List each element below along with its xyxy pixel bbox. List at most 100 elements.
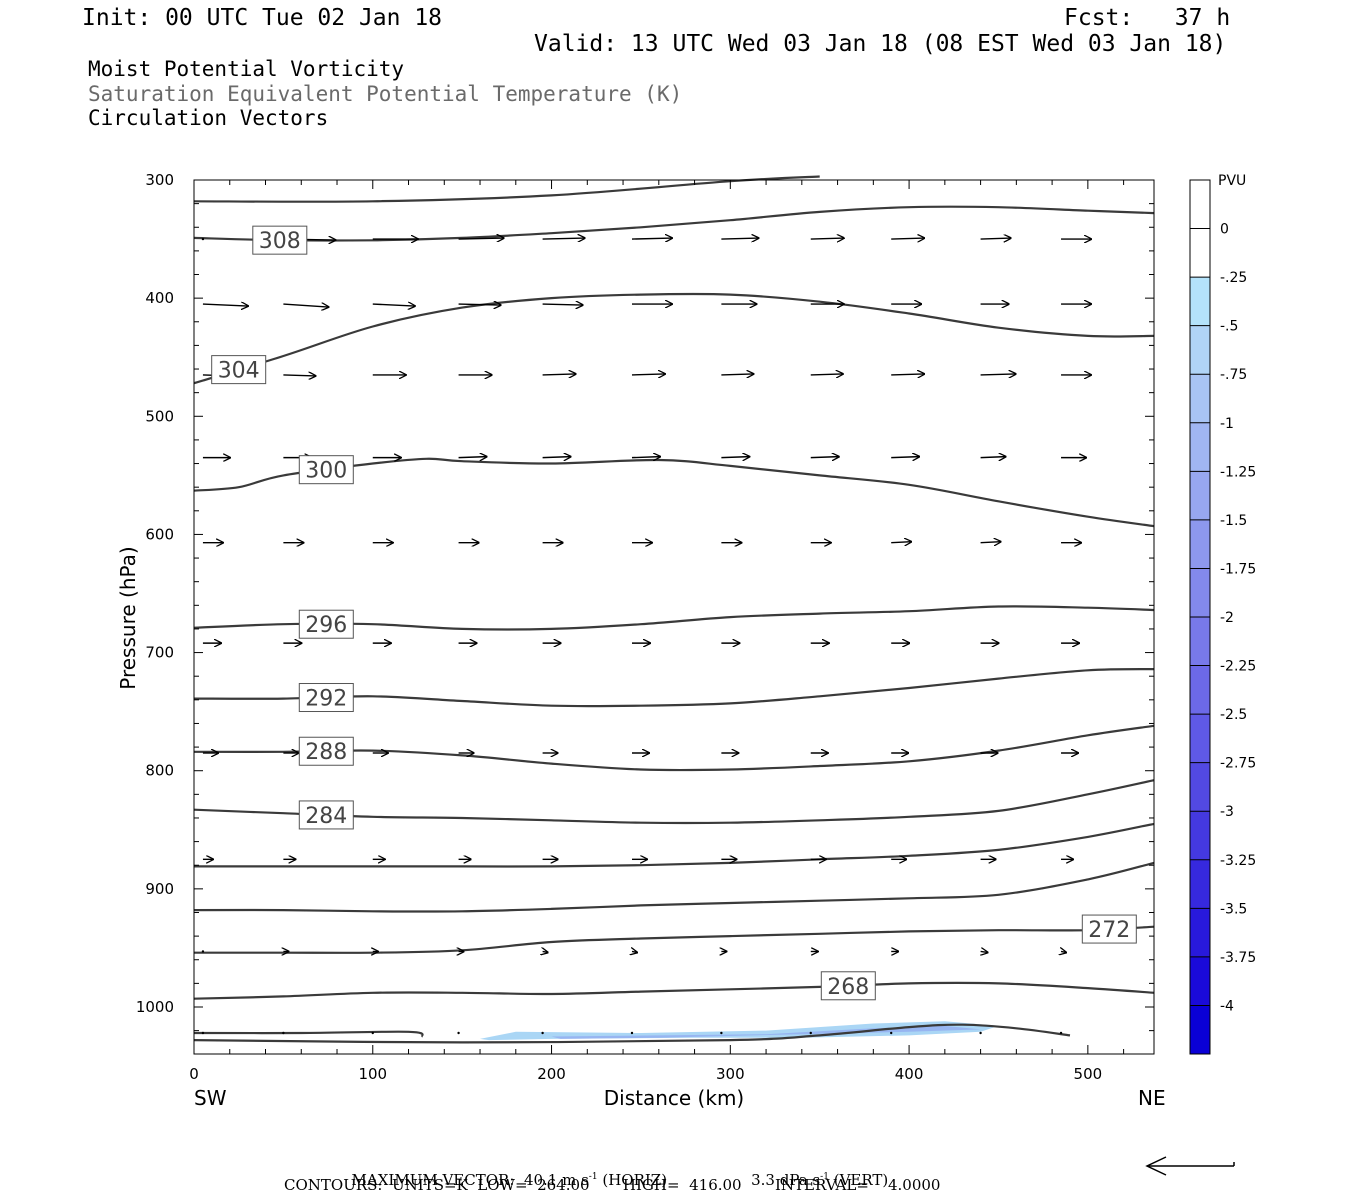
contour-292: [193, 668, 1155, 708]
mpv-core-area: [551, 1025, 981, 1039]
vector-arrow: [371, 1031, 374, 1035]
colorbar-bin: [1190, 519, 1210, 569]
field-title-theta-es: Saturation Equivalent Potential Temperat…: [88, 82, 683, 106]
vector-arrow: [980, 542, 1001, 543]
colorbar-label: -1.75: [1220, 561, 1256, 577]
mpv-shading: [480, 1021, 999, 1041]
colorbar-bin: [1190, 277, 1210, 327]
forecast-hour: Fcst: 37 h: [1064, 5, 1231, 31]
vector-arrow: [201, 950, 205, 953]
vector-arrow: [1059, 1031, 1063, 1035]
colorbar-bin: [1190, 568, 1210, 618]
horiz-exponent: -1: [588, 1172, 598, 1182]
vector-arrow: [283, 375, 315, 376]
colorbar-frame: [1189, 179, 1211, 1055]
colorbar-label: -1.5: [1220, 513, 1247, 529]
vector-arrow: [721, 457, 749, 458]
vector-arrow: [720, 1031, 723, 1035]
colorbar-label: -.5: [1220, 319, 1238, 335]
sw-label: SW: [194, 1086, 227, 1110]
contour-labels: 308 304 300 296 292 288 284 272 268: [211, 225, 1137, 1001]
contour-label-box: [298, 683, 354, 713]
axis-ticks: 300 400 500 600 700 800 900 1000 0 100 200 300 400 50…: [136, 171, 1154, 1083]
contour-264: [193, 1023, 1071, 1044]
max-horiz: 40.1 m s: [523, 1171, 589, 1189]
contour-304: [193, 292, 1155, 385]
colorbar-bin: [1190, 228, 1210, 278]
vector-arrow: [810, 374, 843, 375]
x-tick-label: 500: [1074, 1065, 1103, 1083]
vert-tag: (VERT): [833, 1171, 889, 1189]
colorbar-label: -4: [1220, 998, 1234, 1014]
vector-arrow: [283, 304, 328, 307]
y-tick-label: 800: [145, 762, 174, 780]
colorbar-bin: [1190, 859, 1210, 909]
vector-arrow: [542, 238, 585, 239]
colorbar-label: -3.75: [1220, 950, 1256, 966]
max-vector-line: MAXIMUM VECTOR: 40.1 m s-1 (HORIZ) 3.3 dP…: [342, 1158, 889, 1189]
contour-label-box: [820, 971, 876, 1001]
vector-arrow: [980, 238, 1011, 239]
contour-296: [193, 605, 1155, 631]
y-tick-label: 600: [145, 525, 174, 543]
circulation-vectors: [201, 238, 1091, 1035]
colorbar-bin: [1190, 1005, 1210, 1055]
y-tick-label: 500: [145, 407, 174, 425]
y-tick-label: 1000: [136, 998, 174, 1016]
contour-label-box: [252, 225, 308, 255]
vector-arrow: [981, 951, 988, 952]
x-tick-label: 100: [358, 1065, 387, 1083]
colorbar-unit: PVU: [1218, 173, 1246, 189]
y-axis-title: Pressure (hPa): [116, 546, 140, 689]
vector-arrow: [542, 304, 583, 305]
colorbar-label: -.25: [1220, 270, 1247, 286]
vector-arrow: [891, 374, 924, 375]
vector-arrow: [890, 1031, 893, 1035]
vector-arrow: [631, 374, 665, 375]
colorbar-label: 0: [1220, 222, 1229, 238]
colorbar-bin: [1190, 374, 1210, 424]
colorbar-label: -3: [1220, 804, 1234, 820]
vector-arrow: [458, 238, 504, 239]
colorbar-label: -2.25: [1220, 659, 1256, 675]
contour-label-284: 284: [305, 804, 347, 829]
pvu-colorbar: 0 -.25 -.5 -.75 -1 -1.25 -1.5 -1.75 -2 -2.25 -2.5 -…: [1189, 179, 1256, 1055]
contour-308: [193, 205, 1155, 242]
contour-label-box: [1081, 914, 1137, 944]
colorbar-label: -2.75: [1220, 756, 1256, 772]
y-tick-label: 400: [145, 289, 174, 307]
contour-label-box: [298, 800, 354, 830]
mpv-negative-area: [480, 1021, 999, 1041]
y-tick-label: 300: [145, 171, 174, 189]
contour-label-308: 308: [259, 229, 301, 254]
contour-label-292: 292: [305, 687, 347, 712]
colorbar-label: -3.5: [1220, 901, 1247, 917]
y-tick-label: 700: [145, 644, 174, 662]
vector-arrow: [542, 457, 571, 458]
vector-arrow: [541, 1031, 544, 1035]
vector-arrow: [721, 238, 758, 239]
x-axis-title: Distance (km): [604, 1086, 744, 1110]
vert-exponent: -1: [820, 1172, 829, 1182]
x-tick-label: 200: [537, 1065, 566, 1083]
vector-arrow: [630, 1031, 634, 1035]
max-vector-label: MAXIMUM VECTOR:: [351, 1171, 515, 1189]
contour-284: [193, 779, 1155, 825]
colorbar-label: -3.25: [1220, 853, 1256, 869]
vector-arrow: [458, 304, 501, 305]
vector-arrow: [372, 304, 415, 306]
horiz-tag: (HORIZ): [602, 1171, 668, 1189]
vector-arrow: [721, 374, 753, 375]
contour-label-box: [298, 736, 354, 766]
vector-arrow: [891, 457, 919, 458]
vector-arrow: [979, 1031, 982, 1035]
contour-label-box: [298, 455, 354, 485]
colorbar-label: -2.5: [1220, 707, 1247, 723]
theta-es-contours: [193, 175, 1155, 1044]
contour-label-296: 296: [305, 613, 347, 638]
colorbar-label: -.75: [1220, 367, 1247, 383]
vector-arrow: [1061, 951, 1066, 952]
valid-time: Valid: 13 UTC Wed 03 Jan 18 (08 EST Wed …: [534, 31, 1227, 57]
vector-arrow: [810, 238, 844, 239]
contour-info: CONTOURS: UNITS=K LOW= 264.00 HIGH= 416.…: [284, 1176, 941, 1194]
